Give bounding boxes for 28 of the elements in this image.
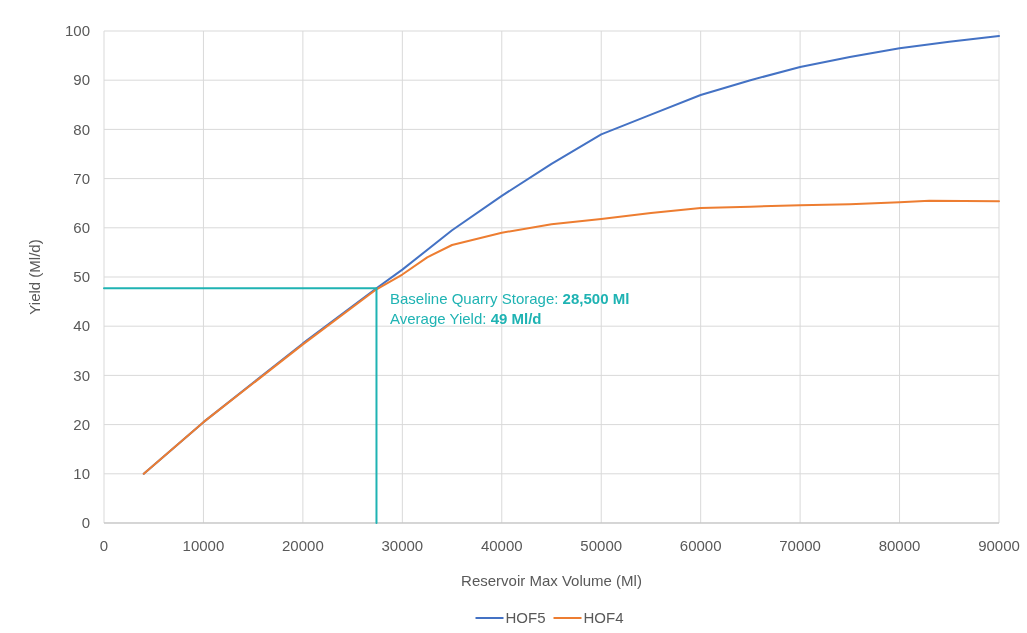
y-tick-label: 90 (73, 71, 90, 89)
y-axis-title: Yield (Ml/d) (26, 239, 43, 315)
x-tick-label: 40000 (480, 537, 523, 554)
x-tick-label: 90000 (978, 537, 1020, 554)
x-tick-label: 10000 (182, 537, 225, 554)
y-tick-label: 60 (73, 219, 90, 237)
legend-label: HOF4 (583, 609, 624, 627)
x-tick-label: 50000 (580, 537, 623, 554)
y-tick-label: 30 (73, 366, 90, 384)
y-tick-label: 80 (73, 120, 90, 138)
annotation: Baseline Quarry Storage: 28,500 Ml (390, 290, 630, 307)
legend-label: HOF5 (505, 609, 546, 627)
x-tick-label: 60000 (679, 537, 722, 554)
x-tick-label: 80000 (878, 537, 921, 554)
y-tick-label: 50 (73, 268, 90, 286)
annotation: Average Yield: 49 Ml/d (390, 310, 542, 327)
x-axis-title: Reservoir Max Volume (Ml) (461, 572, 642, 589)
y-tick-label: 10 (73, 465, 90, 483)
x-tick-label: 70000 (779, 537, 821, 554)
y-tick-label: 20 (73, 415, 90, 433)
y-tick-label: 40 (73, 317, 90, 335)
x-tick-label: 20000 (282, 537, 324, 554)
x-tick-label: 0 (99, 537, 109, 554)
x-tick-label: 30000 (381, 537, 424, 554)
y-tick-label: 0 (81, 514, 90, 532)
y-tick-label: 100 (64, 22, 90, 40)
line-series (142, 199, 1000, 475)
y-tick-label: 70 (73, 169, 90, 187)
